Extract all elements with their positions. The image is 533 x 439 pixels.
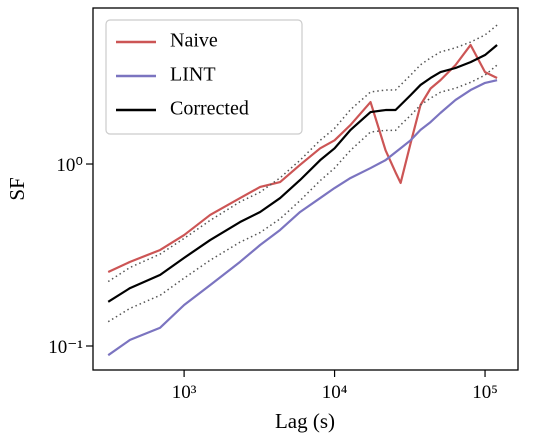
- series-line: [107, 44, 498, 303]
- y-tick-label: 10⁻¹: [48, 337, 83, 358]
- legend-label: Naive: [170, 30, 218, 52]
- legend-label: LINT: [170, 64, 216, 86]
- series-line: [107, 43, 498, 274]
- bound-line: [107, 24, 498, 283]
- x-tick-label: 10³: [172, 382, 197, 403]
- y-tick-label: 10⁰: [56, 155, 83, 176]
- series-line: [107, 79, 498, 357]
- x-axis-label: Lag (s): [275, 409, 335, 433]
- plot-frame: [92, 7, 519, 371]
- x-tick-label: 10⁵: [472, 382, 498, 403]
- legend-box: [105, 19, 303, 135]
- y-axis-label: SF: [5, 177, 29, 200]
- legend-label: Corrected: [170, 98, 249, 120]
- x-tick-label: 10⁴: [322, 382, 348, 403]
